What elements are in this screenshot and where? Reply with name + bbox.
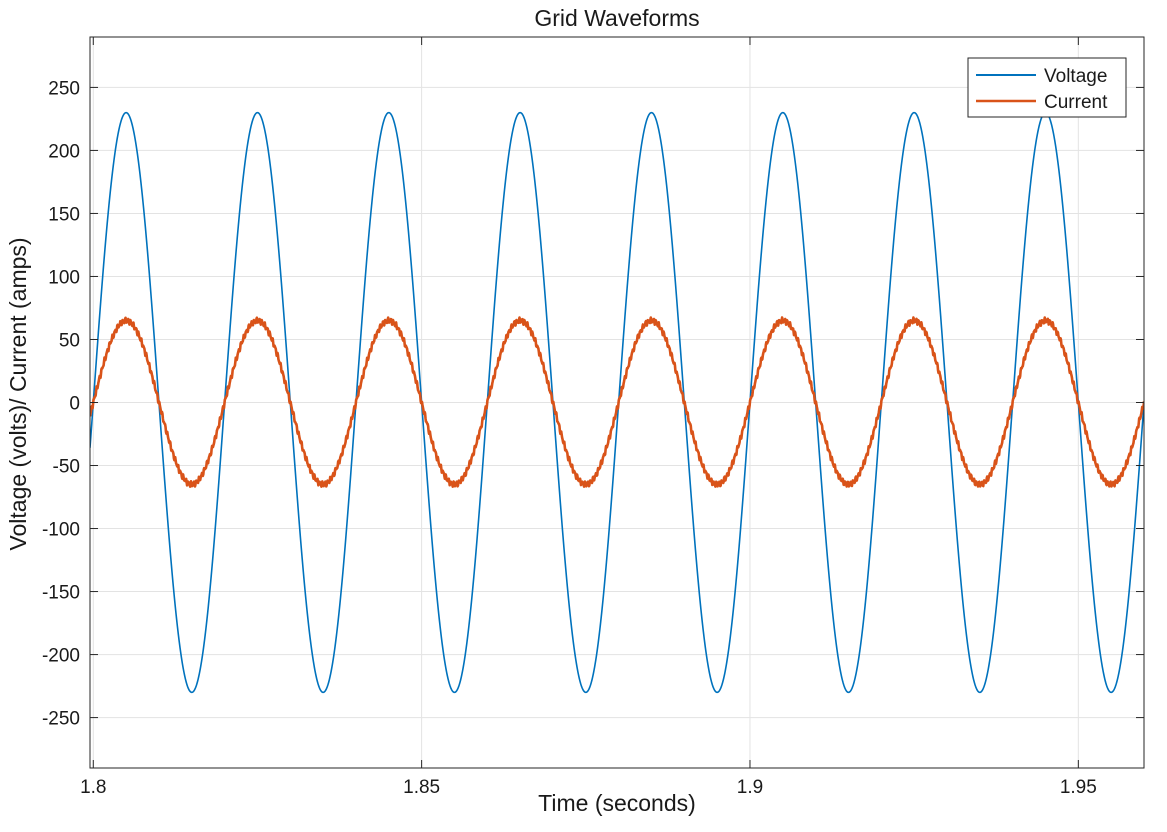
y-tick-label: -150 xyxy=(42,583,80,604)
series-layer xyxy=(90,111,1144,694)
y-tick-label: -200 xyxy=(42,646,80,667)
y-tick-label: -100 xyxy=(42,520,80,541)
y-tick-label: 150 xyxy=(48,204,80,225)
y-tick-label: 50 xyxy=(59,330,80,351)
y-tick-label: -50 xyxy=(53,457,80,478)
axis-ticks xyxy=(90,37,1144,768)
grid-lines xyxy=(90,37,1144,768)
series-line-voltage xyxy=(90,111,1144,694)
x-tick-label: 1.85 xyxy=(403,777,440,798)
legend: Voltage Current xyxy=(967,57,1127,118)
y-tick-label: 200 xyxy=(48,141,80,162)
x-tick-label: 1.8 xyxy=(80,777,106,798)
x-tick-labels: 1.8 1.85 1.9 1.95 xyxy=(80,777,1097,798)
legend-label-voltage: Voltage xyxy=(1044,66,1107,87)
series-line-current xyxy=(90,316,1144,488)
y-tick-label: 250 xyxy=(48,78,80,99)
y-tick-label: 0 xyxy=(69,394,80,415)
y-tick-label: -250 xyxy=(42,709,80,730)
chart-title: Grid Waveforms xyxy=(534,5,699,31)
legend-label-current: Current xyxy=(1044,92,1108,113)
x-tick-label: 1.95 xyxy=(1060,777,1097,798)
y-axis-title: Voltage (volts)/ Current (amps) xyxy=(5,237,31,550)
x-axis-title: Time (seconds) xyxy=(538,790,696,816)
y-tick-label: 100 xyxy=(48,267,80,288)
x-tick-label: 1.9 xyxy=(737,777,763,798)
legend-box xyxy=(967,57,1127,118)
y-tick-labels: -250 -200 -150 -100 -50 0 50 100 150 200 250 xyxy=(42,78,80,729)
